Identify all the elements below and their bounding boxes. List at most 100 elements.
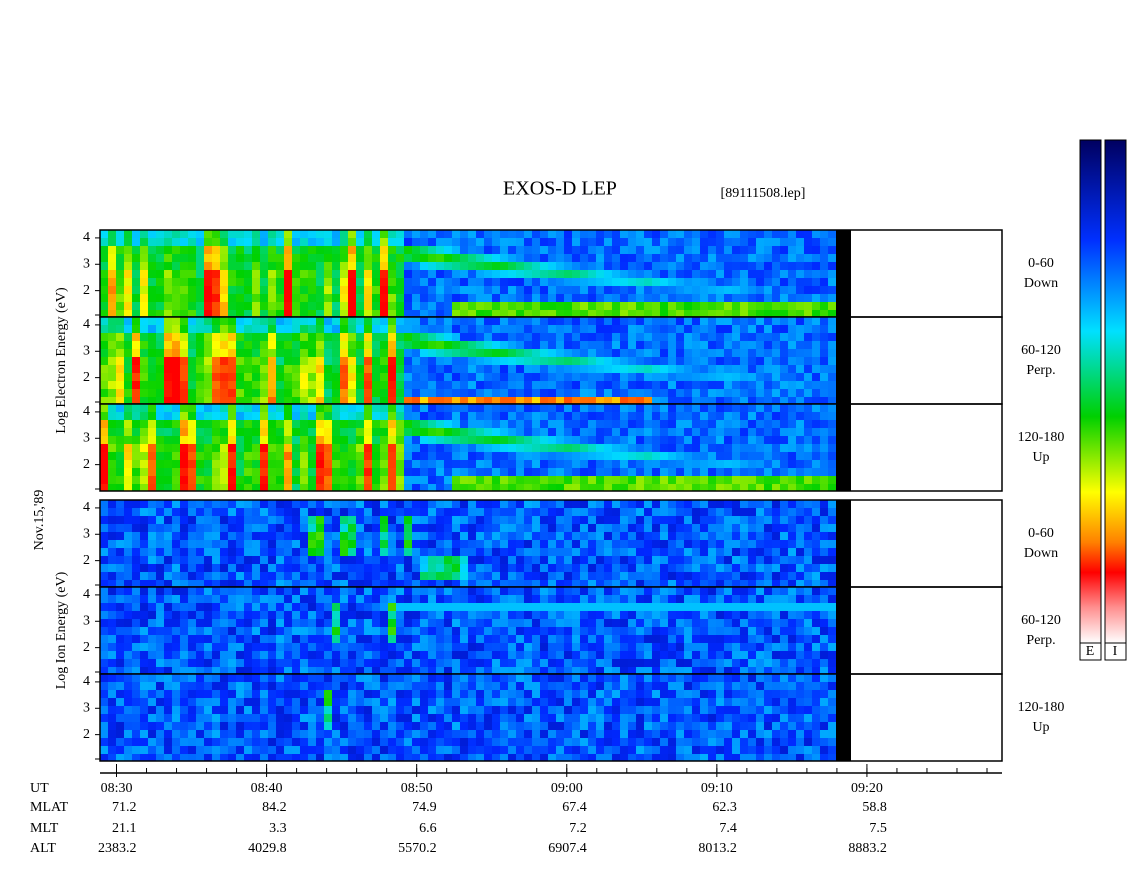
spectrogram-cell [316, 238, 324, 246]
spectrogram-cell [468, 532, 476, 540]
spectrogram-cell [332, 587, 340, 595]
spectrogram-cell [700, 333, 708, 341]
spectrogram-cell [396, 230, 404, 238]
spectrogram-cell [612, 428, 620, 436]
spectrogram-cell [244, 643, 252, 651]
spectrogram-cell [380, 587, 388, 595]
spectrogram-cell [596, 317, 604, 325]
spectrogram-cell [220, 317, 228, 325]
spectrogram-cell [140, 373, 148, 381]
spectrogram-cell [204, 444, 212, 452]
spectrogram-cell [356, 651, 364, 659]
spectrogram-cell [468, 230, 476, 238]
spectrogram-cell [132, 643, 140, 651]
spectrogram-cell [540, 556, 548, 564]
spectrogram-cell [628, 460, 636, 468]
spectrogram-cell [404, 564, 412, 572]
spectrogram-cell [684, 516, 692, 524]
spectrogram-cell [724, 246, 732, 254]
spectrogram-cell [796, 556, 804, 564]
spectrogram-cell [756, 532, 764, 540]
spectrogram-cell [348, 310, 356, 317]
spectrogram-cell [444, 412, 452, 420]
spectrogram-cell [572, 444, 580, 452]
spectrogram-cell [668, 524, 676, 532]
spectrogram-cell [388, 627, 396, 635]
spectrogram-cell [476, 476, 484, 484]
spectrogram-cell [604, 365, 612, 373]
spectrogram-cell [660, 381, 668, 389]
spectrogram-cell [628, 404, 636, 412]
spectrogram-cell [396, 603, 404, 611]
spectrogram-cell [180, 643, 188, 651]
spectrogram-cell [556, 404, 564, 412]
spectrogram-cell [308, 325, 316, 333]
spectrogram-cell [508, 611, 516, 619]
spectrogram-cell [708, 659, 716, 667]
spectrogram-cell [508, 302, 516, 310]
y-tick-label: 2 [83, 370, 90, 385]
spectrogram-cell [684, 611, 692, 619]
spectrogram-cell [164, 365, 172, 373]
spectrogram-cell [356, 619, 364, 627]
spectrogram-cell [604, 397, 612, 404]
spectrogram-cell [444, 349, 452, 357]
spectrogram-cell [716, 317, 724, 325]
spectrogram-cell [492, 404, 500, 412]
spectrogram-cell [508, 532, 516, 540]
spectrogram-cell [652, 611, 660, 619]
spectrogram-cell [156, 278, 164, 286]
spectrogram-cell [260, 238, 268, 246]
spectrogram-cell [156, 294, 164, 302]
spectrogram-cell [484, 460, 492, 468]
spectrogram-cell [556, 349, 564, 357]
spectrogram-cell [596, 412, 604, 420]
spectrogram-cell [332, 564, 340, 572]
spectrogram-cell [204, 659, 212, 667]
spectrogram-cell [212, 404, 220, 412]
spectrogram-cell [580, 310, 588, 317]
spectrogram-cell [332, 460, 340, 468]
spectrogram-cell [564, 286, 572, 294]
spectrogram-cell [372, 349, 380, 357]
spectrogram-cell [556, 619, 564, 627]
spectrogram-cell [692, 635, 700, 643]
spectrogram-cell [340, 643, 348, 651]
spectrogram-cell [332, 476, 340, 484]
spectrogram-cell [788, 540, 796, 548]
spectrogram-cell [292, 524, 300, 532]
spectrogram-cell [364, 373, 372, 381]
spectrogram-cell [596, 444, 604, 452]
spectrogram-cell [372, 246, 380, 254]
spectrogram-cell [492, 436, 500, 444]
spectrogram-cell [612, 238, 620, 246]
spectrogram-cell [668, 452, 676, 460]
spectrogram-cell [716, 365, 724, 373]
spectrogram-cell [804, 420, 812, 428]
spectrogram-cell [292, 333, 300, 341]
spectrogram-cell [404, 428, 412, 436]
spectrogram-cell [612, 246, 620, 254]
spectrogram-cell [564, 476, 572, 484]
spectrogram-cell [308, 286, 316, 294]
spectrogram-cell [820, 452, 828, 460]
spectrogram-cell [636, 564, 644, 572]
spectrogram-cell [708, 230, 716, 238]
spectrogram-cell [508, 651, 516, 659]
spectrogram-cell [460, 564, 468, 572]
spectrogram-cell [588, 516, 596, 524]
spectrogram-cell [476, 651, 484, 659]
spectrogram-cell [628, 643, 636, 651]
spectrogram-cell [484, 595, 492, 603]
spectrogram-cell [660, 468, 668, 476]
spectrogram-cell [148, 278, 156, 286]
spectrogram-cell [148, 254, 156, 262]
spectrogram-cell [724, 595, 732, 603]
spectrogram-cell [460, 365, 468, 373]
spectrogram-cell [380, 246, 388, 254]
spectrogram-cell [580, 500, 588, 508]
spectrogram-cell [196, 349, 204, 357]
spectrogram-cell [140, 500, 148, 508]
spectrogram-cell [436, 341, 444, 349]
spectrogram-cell [468, 246, 476, 254]
